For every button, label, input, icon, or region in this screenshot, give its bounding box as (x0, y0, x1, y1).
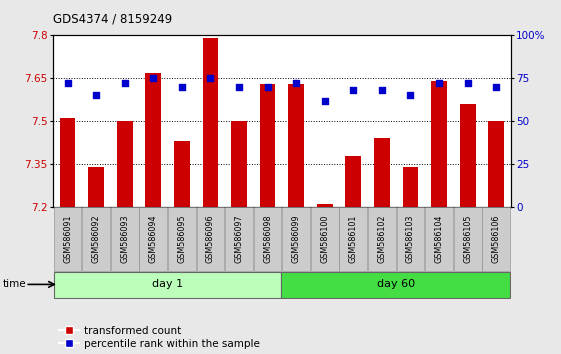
Bar (397, 207, 424, 271)
Text: GSM586093: GSM586093 (120, 215, 129, 263)
Bar (317, 204, 333, 207)
Bar (145, 73, 161, 207)
Text: day 1: day 1 (152, 279, 183, 290)
Bar (59, 118, 75, 207)
Bar (311, 207, 339, 271)
Text: GSM586105: GSM586105 (463, 215, 472, 263)
Point (120, 81, 129, 86)
Bar (254, 207, 282, 271)
Bar (282, 207, 310, 271)
Point (463, 81, 472, 86)
Text: GSM586095: GSM586095 (177, 215, 186, 263)
Bar (88, 167, 104, 207)
Point (406, 93, 415, 98)
Text: GSM586091: GSM586091 (63, 215, 72, 263)
Point (320, 98, 329, 103)
Bar (196, 207, 224, 271)
Bar (168, 207, 196, 271)
Bar (54, 272, 282, 298)
Point (292, 81, 301, 86)
Bar (54, 207, 81, 271)
Point (378, 87, 387, 93)
Point (263, 84, 272, 90)
Bar (425, 207, 453, 271)
Bar (460, 104, 476, 207)
Text: GSM586104: GSM586104 (435, 215, 444, 263)
Point (206, 75, 215, 81)
Bar (288, 84, 304, 207)
Text: time: time (3, 279, 26, 290)
Bar (374, 138, 390, 207)
Point (63, 81, 72, 86)
Point (492, 84, 501, 90)
Text: GSM586099: GSM586099 (292, 215, 301, 263)
Text: GSM586097: GSM586097 (234, 215, 243, 263)
Text: GSM586092: GSM586092 (91, 215, 100, 263)
Text: GSM586098: GSM586098 (263, 215, 272, 263)
Point (149, 75, 158, 81)
Text: GSM586100: GSM586100 (320, 215, 329, 263)
Bar (231, 121, 247, 207)
Bar (140, 207, 167, 271)
Point (234, 84, 243, 90)
Bar (454, 207, 481, 271)
Bar (282, 272, 510, 298)
Bar (174, 141, 190, 207)
Text: GDS4374 / 8159249: GDS4374 / 8159249 (53, 12, 173, 25)
Bar (403, 167, 419, 207)
Text: GSM586102: GSM586102 (378, 215, 387, 263)
Point (91, 93, 100, 98)
Legend: transformed count, percentile rank within the sample: transformed count, percentile rank withi… (58, 326, 259, 349)
Bar (225, 207, 253, 271)
Text: GSM586096: GSM586096 (206, 215, 215, 263)
Bar (203, 38, 218, 207)
Point (435, 81, 444, 86)
Bar (117, 121, 132, 207)
Text: GSM586103: GSM586103 (406, 215, 415, 263)
Text: GSM586106: GSM586106 (492, 215, 501, 263)
Text: GSM586101: GSM586101 (349, 215, 358, 263)
Bar (431, 81, 447, 207)
Bar (346, 155, 361, 207)
Point (177, 84, 186, 90)
Bar (260, 84, 275, 207)
Bar (482, 207, 510, 271)
Bar (368, 207, 396, 271)
Text: GSM586094: GSM586094 (149, 215, 158, 263)
Bar (111, 207, 139, 271)
Text: day 60: day 60 (377, 279, 415, 290)
Bar (489, 121, 504, 207)
Bar (339, 207, 367, 271)
Bar (82, 207, 110, 271)
Point (349, 87, 358, 93)
